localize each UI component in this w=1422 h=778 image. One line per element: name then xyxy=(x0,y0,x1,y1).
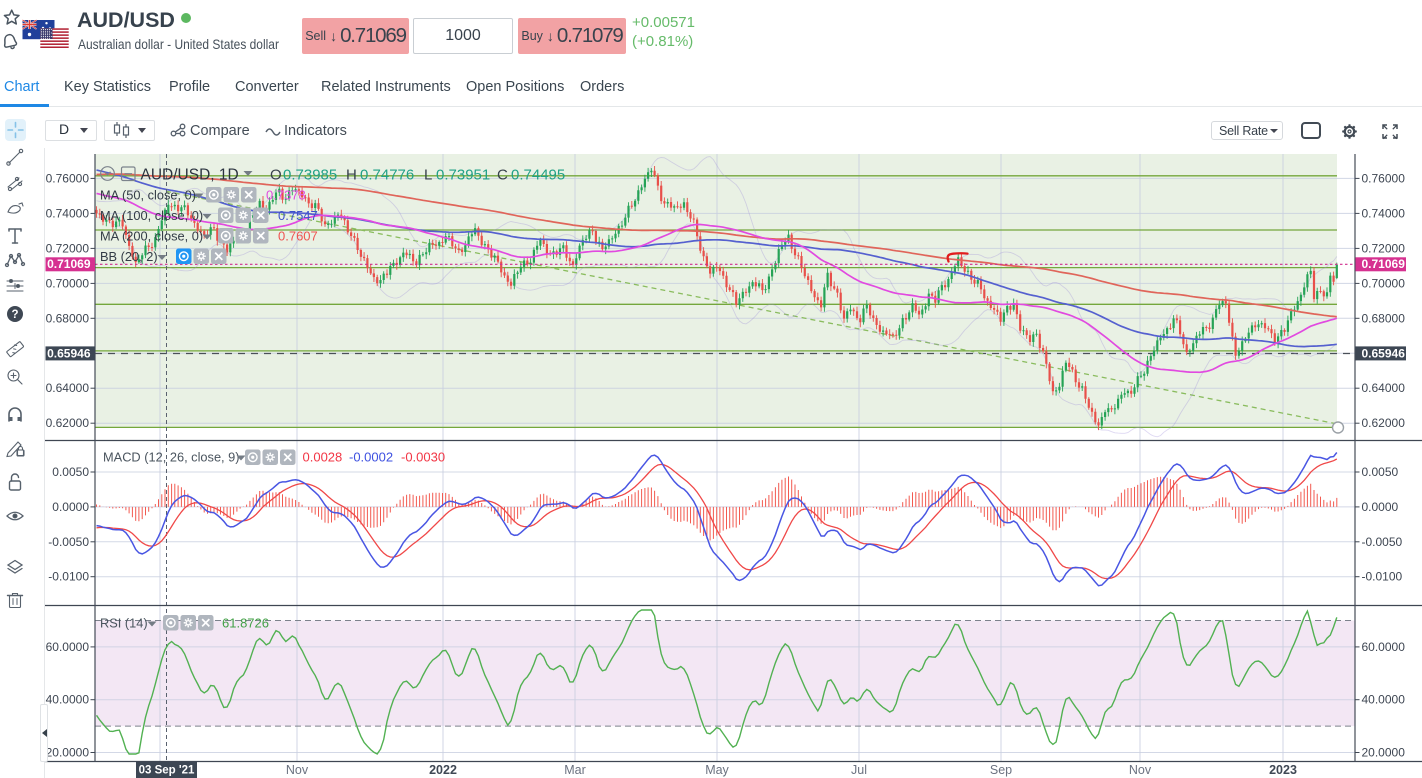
svg-text:0.74000: 0.74000 xyxy=(1362,206,1406,220)
svg-text:Sep: Sep xyxy=(990,763,1012,777)
svg-text:61.8726: 61.8726 xyxy=(222,616,269,631)
svg-text:May: May xyxy=(705,763,729,777)
svg-text:0.0000: 0.0000 xyxy=(52,500,89,514)
svg-text:MA (100, close, 0): MA (100, close, 0) xyxy=(100,208,203,223)
svg-text:0.0050: 0.0050 xyxy=(1362,465,1399,479)
svg-text:L: L xyxy=(424,167,432,184)
svg-text:60.0000: 60.0000 xyxy=(1362,640,1406,654)
svg-text:0.71069: 0.71069 xyxy=(47,257,91,271)
svg-text:O: O xyxy=(270,167,282,184)
svg-text:0.74000: 0.74000 xyxy=(46,206,90,220)
svg-text:20.0000: 20.0000 xyxy=(1362,746,1406,760)
svg-text:0.7607: 0.7607 xyxy=(278,229,318,244)
svg-text:0.71069: 0.71069 xyxy=(1362,257,1406,271)
svg-text:0.70000: 0.70000 xyxy=(1362,276,1406,290)
svg-text:0.74495: 0.74495 xyxy=(511,167,565,184)
svg-text:-0.0100: -0.0100 xyxy=(48,570,89,584)
svg-text:40.0000: 40.0000 xyxy=(1362,693,1406,707)
svg-text:MA (50, close, 0): MA (50, close, 0) xyxy=(100,188,196,203)
svg-text:BB (20, 2): BB (20, 2) xyxy=(100,249,158,264)
svg-text:2023: 2023 xyxy=(1269,763,1297,777)
svg-text:?: ? xyxy=(11,309,18,321)
svg-text:60.0000: 60.0000 xyxy=(46,640,90,654)
svg-text:0.76000: 0.76000 xyxy=(46,171,90,185)
svg-text:C: C xyxy=(497,167,508,184)
svg-text:0.0028: 0.0028 xyxy=(303,450,343,465)
svg-text:-0.0030: -0.0030 xyxy=(401,450,445,465)
svg-text:-0.0050: -0.0050 xyxy=(48,535,89,549)
svg-text:0.0050: 0.0050 xyxy=(52,465,89,479)
svg-text:0.64000: 0.64000 xyxy=(46,381,90,395)
svg-text:AUD/USD, 1D: AUD/USD, 1D xyxy=(141,167,239,184)
svg-text:MA (200, close, 0): MA (200, close, 0) xyxy=(100,229,203,244)
svg-text:0.62000: 0.62000 xyxy=(46,416,90,430)
svg-text:-0.0050: -0.0050 xyxy=(1362,535,1403,549)
svg-text:0.65946: 0.65946 xyxy=(1362,346,1406,360)
svg-text:RSI (14): RSI (14) xyxy=(100,616,148,631)
svg-text:0.72000: 0.72000 xyxy=(1362,241,1406,255)
svg-text:0.76000: 0.76000 xyxy=(1362,171,1406,185)
svg-text:20.0000: 20.0000 xyxy=(46,746,90,760)
svg-text:0.65946: 0.65946 xyxy=(47,346,91,360)
svg-text:0.68000: 0.68000 xyxy=(46,311,90,325)
svg-text:-0.0002: -0.0002 xyxy=(349,450,393,465)
svg-text:Jul: Jul xyxy=(851,763,867,777)
svg-text:0.73951: 0.73951 xyxy=(436,167,490,184)
svg-text:0.72000: 0.72000 xyxy=(46,241,90,255)
svg-text:2022: 2022 xyxy=(429,763,457,777)
svg-text:H: H xyxy=(346,167,357,184)
svg-text:Mar: Mar xyxy=(564,763,586,777)
svg-text:-0.0100: -0.0100 xyxy=(1362,570,1403,584)
svg-text:0.7547: 0.7547 xyxy=(278,208,318,223)
svg-text:0.7378: 0.7378 xyxy=(266,188,306,203)
svg-text:0.62000: 0.62000 xyxy=(1362,416,1406,430)
svg-text:0.73985: 0.73985 xyxy=(283,167,337,184)
svg-text:MACD (12, 26, close, 9): MACD (12, 26, close, 9) xyxy=(103,450,240,465)
svg-text:0.0000: 0.0000 xyxy=(1362,500,1399,514)
svg-text:Nov: Nov xyxy=(286,763,309,777)
svg-text:40.0000: 40.0000 xyxy=(46,693,90,707)
svg-text:0.68000: 0.68000 xyxy=(1362,311,1406,325)
svg-text:0.74776: 0.74776 xyxy=(360,167,414,184)
svg-text:0.70000: 0.70000 xyxy=(46,276,90,290)
svg-text:0.64000: 0.64000 xyxy=(1362,381,1406,395)
svg-text:03 Sep '21: 03 Sep '21 xyxy=(139,765,195,777)
svg-text:Nov: Nov xyxy=(1129,763,1152,777)
